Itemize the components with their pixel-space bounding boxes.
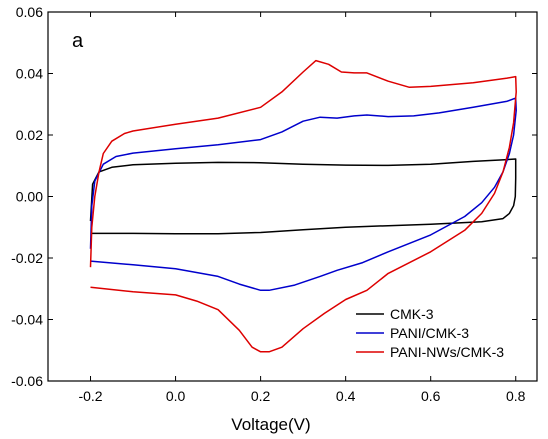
y-tick-label: -0.04 — [11, 312, 43, 328]
series-line-3 — [89, 59, 517, 353]
y-tick-label: 0.00 — [16, 189, 43, 205]
legend-label-1: CMK-3 — [390, 306, 434, 322]
x-tick-label: 0.4 — [336, 388, 356, 404]
series-layer — [89, 59, 517, 353]
y-tick-label: 0.04 — [16, 66, 43, 82]
x-tick-label: 0.2 — [251, 388, 271, 404]
x-tick-label: 0.8 — [506, 388, 526, 404]
y-tick-label: 0.02 — [16, 127, 43, 143]
y-tick-label: 0.06 — [16, 4, 43, 20]
y-tick-label: -0.06 — [11, 373, 43, 389]
x-tick-label: 0.0 — [166, 388, 186, 404]
y-tick-label: -0.02 — [11, 250, 43, 266]
legend: CMK-3 PANI/CMK-3 PANI-NWs/CMK-3 — [356, 306, 504, 360]
y-axis: -0.06 -0.04 -0.02 0.00 0.02 0.04 0.06 — [11, 4, 537, 389]
x-tick-label: 0.6 — [421, 388, 441, 404]
legend-label-3: PANI-NWs/CMK-3 — [390, 344, 504, 360]
series-line-1 — [89, 158, 517, 235]
panel-label: a — [72, 30, 84, 52]
legend-label-2: PANI/CMK-3 — [390, 325, 469, 341]
x-axis: -0.2 0.0 0.2 0.4 0.6 0.8 — [78, 12, 526, 404]
x-tick-label: -0.2 — [78, 388, 102, 404]
x-axis-label: Voltage(V) — [231, 415, 310, 434]
